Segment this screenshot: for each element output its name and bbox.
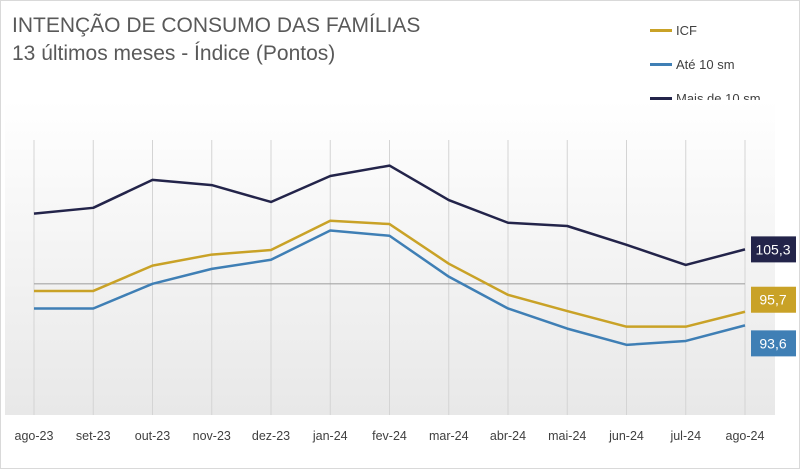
x-tick-label: mai-24 bbox=[548, 429, 586, 443]
x-tick-label: jan-24 bbox=[312, 429, 348, 443]
x-tick-label: fev-24 bbox=[372, 429, 407, 443]
x-tick-label: mar-24 bbox=[429, 429, 469, 443]
x-tick-label: jul-24 bbox=[669, 429, 701, 443]
x-tick-label: set-23 bbox=[76, 429, 111, 443]
x-tick-label: ago-24 bbox=[726, 429, 765, 443]
chart-title: INTENÇÃO DE CONSUMO DAS FAMÍLIAS bbox=[12, 14, 421, 37]
x-tick-label: ago-23 bbox=[15, 429, 54, 443]
legend-swatch bbox=[650, 28, 672, 32]
x-tick-label: dez-23 bbox=[252, 429, 290, 443]
chart-subtitle: 13 últimos meses - Índice (Pontos) bbox=[12, 42, 336, 65]
x-tick-label: out-23 bbox=[135, 429, 170, 443]
x-tick-label: nov-23 bbox=[193, 429, 231, 443]
end-label: 95,7 bbox=[759, 292, 786, 308]
legend-item-ate-10-sm: Até 10 sm bbox=[650, 47, 761, 81]
x-tick-label: jun-24 bbox=[608, 429, 644, 443]
legend-swatch bbox=[650, 96, 672, 100]
end-label-box bbox=[751, 236, 796, 263]
end-label: 105,3 bbox=[755, 241, 790, 257]
legend-item-icf: ICF bbox=[650, 13, 761, 47]
end-label-box bbox=[751, 286, 796, 313]
legend-label: Até 10 sm bbox=[676, 56, 735, 72]
legend-swatch bbox=[650, 62, 672, 66]
legend-label: ICF bbox=[676, 22, 697, 38]
end-label: 93,6 bbox=[759, 335, 786, 351]
end-label-box bbox=[751, 330, 796, 357]
x-tick-label: abr-24 bbox=[490, 429, 526, 443]
